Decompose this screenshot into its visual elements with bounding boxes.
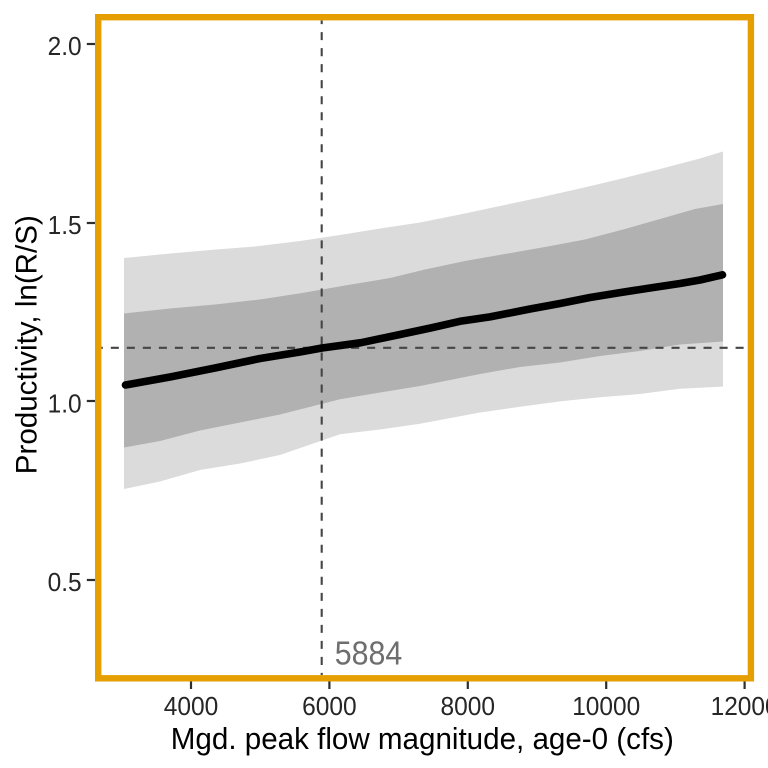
svg-text:Productivity, ln(R/S): Productivity, ln(R/S) (11, 215, 44, 474)
svg-text:8000: 8000 (441, 691, 496, 721)
svg-text:1.5: 1.5 (48, 210, 82, 240)
svg-text:10000: 10000 (572, 691, 640, 721)
svg-text:5884: 5884 (335, 634, 403, 671)
svg-text:4000: 4000 (164, 691, 219, 721)
svg-text:1.0: 1.0 (48, 389, 82, 419)
svg-text:12000: 12000 (711, 691, 768, 721)
svg-text:0.5: 0.5 (48, 567, 82, 597)
svg-text:2.0: 2.0 (48, 31, 82, 61)
svg-text:6000: 6000 (302, 691, 357, 721)
svg-text:Mgd. peak flow magnitude, age-: Mgd. peak flow magnitude, age-0 (cfs) (171, 721, 674, 756)
